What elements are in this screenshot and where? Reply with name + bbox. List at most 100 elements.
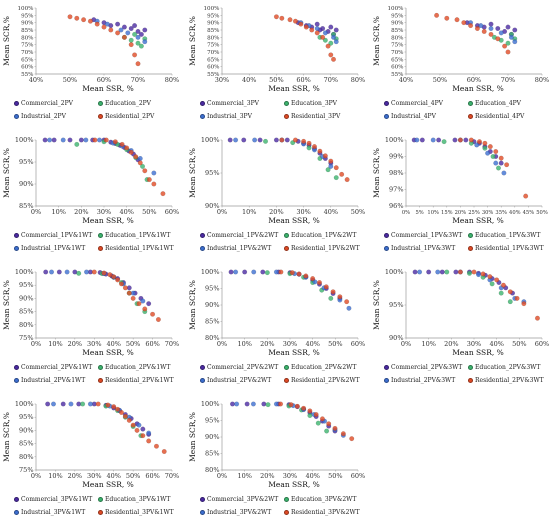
data-point-residential	[474, 26, 480, 31]
y-tick-label: 90%	[19, 426, 33, 434]
data-point-residential	[331, 56, 336, 62]
data-point-education	[328, 295, 334, 301]
y-tick-label: 85%	[21, 28, 33, 34]
x-tick-label: 50%	[536, 210, 548, 216]
scatter-chart-2: 30% 40% 50% 60% 70% 80% 55% 60% 65% 70% 75% 80% 85% 9…	[188, 2, 368, 130]
data-point-commercial	[121, 24, 127, 30]
legend-label: Education_2PV	[105, 100, 152, 107]
legend-item: Education_2PV&2WT	[284, 364, 356, 371]
data-point-residential	[482, 140, 488, 146]
chart-legend: Commercial_1PV&2WT Education_1PV&2WT Indus…	[192, 230, 368, 260]
y-axis-title: Mean SCR,%	[188, 16, 197, 66]
data-point-residential	[504, 162, 510, 168]
legend-marker	[384, 246, 389, 251]
legend-item: Industrial_2PV&1WT	[14, 377, 85, 384]
data-point-commercial	[228, 269, 234, 275]
chart-svg: 0% 10% 20% 30% 40% 50% 60% 85% 90% 95% 100% Mean SS…	[2, 136, 179, 225]
legend-item: Industrial_3PV&2WT	[200, 509, 271, 516]
data-point-industrial	[47, 137, 53, 143]
data-point-education	[467, 270, 472, 276]
data-point-commercial	[436, 137, 442, 143]
data-point-residential	[328, 52, 334, 58]
data-point-commercial	[260, 269, 266, 275]
x-tick-label: 15%	[441, 210, 453, 216]
x-tick-label: 45%	[523, 210, 535, 216]
legend-marker	[384, 101, 389, 106]
legend-item: Residential_2PV&2WT	[284, 377, 360, 384]
data-point-residential	[119, 409, 124, 415]
x-tick-label: 40%	[119, 208, 133, 216]
legend-marker	[468, 101, 473, 106]
data-point-industrial	[142, 39, 148, 45]
data-point-education	[328, 40, 334, 46]
x-tick-label: 80%	[165, 76, 179, 84]
legend-item: Industrial_3PV	[200, 113, 252, 120]
x-tick-label: 10%	[427, 210, 439, 216]
data-point-residential	[95, 401, 101, 407]
data-point-residential	[142, 168, 148, 174]
x-tick-label: 50%	[328, 472, 342, 480]
data-point-residential	[314, 30, 320, 36]
x-tick-label: 60%	[145, 340, 159, 348]
data-point-education	[128, 37, 134, 43]
legend-item: Education_2PV	[98, 100, 151, 107]
y-tick-label: 100%	[204, 6, 220, 12]
legend-label: Industrial_3PV&2WT	[207, 509, 272, 516]
data-point-industrial	[478, 23, 484, 29]
data-point-education	[306, 145, 312, 151]
x-tick-label: 50%	[351, 208, 365, 216]
x-tick-label: 0%	[401, 340, 411, 348]
y-tick-label: 75%	[207, 43, 219, 49]
data-point-industrial	[64, 269, 70, 275]
data-point-residential	[94, 21, 100, 27]
legend-item: Industrial_3PV&1WT	[14, 509, 85, 516]
data-point-industrial	[273, 269, 279, 275]
data-point-residential	[121, 34, 127, 40]
data-point-commercial	[426, 269, 432, 275]
data-point-commercial	[227, 137, 233, 143]
data-point-residential	[105, 402, 111, 408]
y-tick-label: 60%	[391, 65, 403, 71]
y-axis-title: Mean SCR,%	[2, 16, 11, 66]
y-tick-label: 85%	[19, 440, 33, 448]
legend-marker	[200, 365, 205, 370]
legend-item: Commercial_3PV&2WT	[200, 496, 278, 503]
data-point-residential	[493, 149, 499, 154]
chart-svg: 0% 10% 20% 30% 40% 50% 90% 95% 100% Mean SSR, % Me…	[188, 136, 365, 225]
data-point-commercial	[135, 29, 141, 34]
x-tick-label: 30%	[467, 340, 481, 348]
x-tick-label: 40%	[106, 472, 120, 480]
data-point-industrial	[60, 137, 66, 143]
x-tick-label: 30%	[87, 340, 101, 348]
data-point-education	[496, 165, 501, 171]
y-tick-label: 85%	[205, 450, 219, 458]
legend-marker	[284, 101, 289, 106]
data-point-education	[315, 420, 321, 426]
data-point-residential	[339, 171, 345, 177]
x-tick-label: 60%	[165, 208, 179, 216]
data-point-industrial	[508, 34, 514, 40]
data-point-residential	[461, 20, 467, 26]
data-point-industrial	[136, 422, 142, 428]
data-point-industrial	[68, 401, 74, 407]
data-point-industrial	[104, 21, 110, 27]
data-point-commercial	[314, 21, 320, 27]
y-tick-label: 95%	[19, 158, 33, 166]
data-point-residential	[319, 416, 325, 422]
y-tick-label: 90%	[205, 433, 219, 441]
data-point-industrial	[417, 269, 423, 275]
y-tick-label: 95%	[21, 13, 33, 19]
y-tick-label: 96%	[389, 202, 403, 210]
y-axis-title: Mean SCR,%	[2, 280, 11, 330]
data-point-commercial	[56, 269, 62, 275]
data-point-commercial	[261, 401, 267, 407]
x-axis-title: Mean SSR, %	[82, 348, 134, 357]
data-point-commercial	[333, 27, 339, 33]
data-point-industrial	[512, 39, 518, 45]
chart-legend: Commercial_2PV&2WT Education_2PV&2WT Indus…	[192, 362, 368, 392]
data-point-education	[132, 31, 138, 37]
data-point-industrial	[83, 137, 89, 143]
data-point-industrial	[252, 137, 258, 143]
legend-marker	[284, 365, 289, 370]
y-tick-label: 90%	[205, 202, 219, 210]
